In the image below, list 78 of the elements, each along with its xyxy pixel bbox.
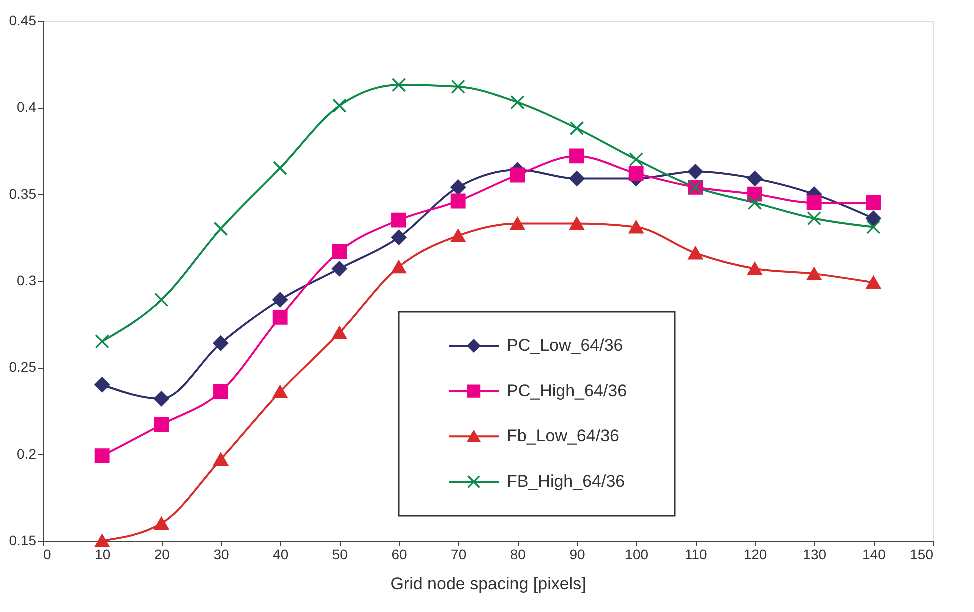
x-tick-label: 150 xyxy=(910,546,934,562)
point xyxy=(807,268,822,281)
x-tick-label: 0 xyxy=(44,546,52,562)
point xyxy=(273,161,288,176)
point xyxy=(866,196,882,210)
x-tick-label: 70 xyxy=(451,546,467,562)
y-tick-label: 0.3 xyxy=(17,272,37,288)
point xyxy=(451,80,466,94)
x-tick-label: 40 xyxy=(273,546,289,562)
x-tick-label: 50 xyxy=(332,546,348,562)
point xyxy=(747,171,763,186)
x-tick-label: 10 xyxy=(95,546,111,562)
point xyxy=(392,212,406,228)
point xyxy=(214,222,228,236)
point xyxy=(629,220,644,234)
point xyxy=(272,292,288,308)
point xyxy=(94,377,110,393)
y-tick-label: 0.2 xyxy=(17,446,37,462)
x-tick-label: 60 xyxy=(392,546,408,562)
point xyxy=(450,180,466,196)
x-tick-label: 120 xyxy=(744,546,768,562)
point xyxy=(569,171,585,186)
point xyxy=(332,261,348,276)
legend-label: Fb_Low_64/36 xyxy=(507,426,620,446)
y-tick-label: 0.15 xyxy=(9,532,37,548)
y-tick-label: 0.4 xyxy=(17,99,37,116)
point xyxy=(332,326,347,340)
point xyxy=(510,217,525,230)
point xyxy=(570,148,584,164)
point xyxy=(214,384,228,400)
point xyxy=(748,196,762,210)
x-tick-label: 130 xyxy=(803,546,827,562)
point xyxy=(688,246,703,260)
point xyxy=(273,385,288,398)
y-tick-label: 0.35 xyxy=(9,186,37,202)
point xyxy=(213,336,229,352)
point xyxy=(392,78,406,92)
point xyxy=(272,310,288,325)
y-tick-label: 0.45 xyxy=(9,12,37,28)
point xyxy=(688,164,704,180)
x-axis-title: Grid node spacing [pixels] xyxy=(390,574,586,594)
point xyxy=(866,210,882,226)
point xyxy=(570,217,584,230)
point xyxy=(332,244,348,259)
point xyxy=(451,229,466,242)
point xyxy=(807,211,822,226)
point xyxy=(332,98,347,114)
x-tick-label: 80 xyxy=(510,546,526,562)
point xyxy=(510,95,525,110)
point xyxy=(570,121,584,136)
x-tick-label: 20 xyxy=(154,546,170,562)
x-tick-label: 90 xyxy=(570,546,586,562)
point xyxy=(154,292,169,308)
point xyxy=(628,166,644,181)
point xyxy=(806,196,822,210)
point xyxy=(391,230,407,246)
point xyxy=(450,194,466,209)
point xyxy=(154,417,170,432)
point xyxy=(95,534,110,548)
point xyxy=(154,391,170,406)
point xyxy=(94,448,110,464)
y-tick-label: 0.25 xyxy=(9,359,37,376)
point xyxy=(866,220,881,234)
x-tick-label: 140 xyxy=(862,546,886,562)
point xyxy=(214,453,228,466)
legend-label: PC_High_64/36 xyxy=(507,381,628,400)
x-tick-label: 30 xyxy=(214,546,230,562)
point xyxy=(392,260,406,274)
point xyxy=(154,517,169,530)
legend-label: FB_High_64/36 xyxy=(507,472,626,491)
point xyxy=(748,262,762,276)
legend-label: PC_Low_64/36 xyxy=(507,336,624,355)
x-tick-label: 110 xyxy=(685,546,708,562)
point xyxy=(510,168,526,183)
point xyxy=(629,152,644,167)
x-tick-label: 100 xyxy=(625,546,649,562)
point xyxy=(866,276,881,290)
point xyxy=(95,334,110,349)
